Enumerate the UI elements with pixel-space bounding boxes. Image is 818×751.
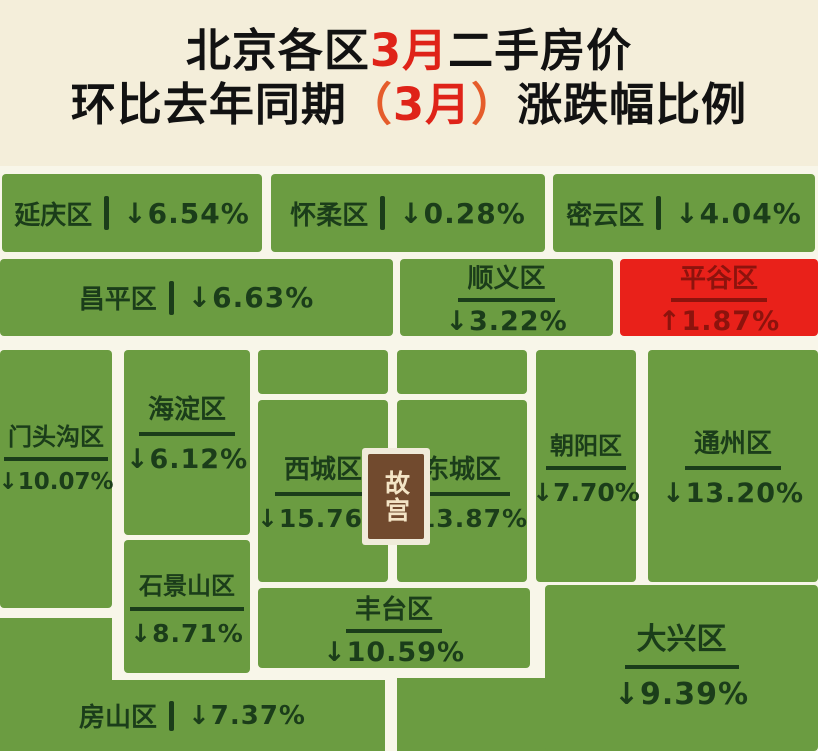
district-daxing-extension: [397, 678, 553, 751]
district-name: 石景山区: [130, 566, 244, 611]
district-name: 顺义区: [458, 258, 555, 302]
district-fengtai: 丰台区 ↓10.59%: [258, 588, 530, 668]
district-change: ↓6.12%: [125, 443, 249, 475]
forbidden-city-label: 故宫: [381, 469, 411, 524]
district-change: ↓7.37%: [188, 700, 306, 731]
district-name: 海淀区: [138, 389, 235, 436]
district-change: ↓3.22%: [445, 306, 568, 337]
district-pinggu: 平谷区 ↑1.87%: [620, 258, 818, 337]
district-change: ↑1.87%: [657, 306, 781, 337]
district-name: 密云区: [566, 200, 645, 231]
map-filler-northwest: [258, 350, 388, 394]
divider-bar: [104, 196, 110, 230]
district-change: ↓9.39%: [613, 677, 750, 712]
divider-bar: [380, 196, 386, 230]
district-change: ↓6.54%: [123, 196, 250, 230]
forbidden-city-inner: 故宫: [368, 454, 424, 539]
district-name: 平谷区: [670, 258, 767, 302]
district-name: 昌平区: [78, 285, 157, 315]
divider-bar: [656, 196, 662, 230]
district-changping: 昌平区 ↓6.63%: [0, 259, 393, 336]
district-name: 怀柔区: [290, 200, 369, 231]
district-name: 东城区: [413, 449, 510, 496]
district-change: ↓13.20%: [661, 478, 805, 509]
district-change: ↓6.63%: [187, 281, 315, 314]
title-accent-month-2: 3月: [392, 78, 472, 131]
district-shijingshan: 石景山区 ↓8.71%: [124, 540, 250, 673]
district-daxing: 大兴区 ↓9.39%: [545, 585, 818, 751]
title-line-1: 北京各区3月二手房价: [185, 24, 633, 77]
forbidden-city-marker: 故宫: [362, 448, 430, 545]
district-name: 延庆区: [14, 200, 93, 231]
district-shunyi: 顺义区 ↓3.22%: [400, 258, 613, 337]
district-change: ↓10.59%: [322, 636, 466, 668]
page-title: 北京各区3月二手房价 环比去年同期（3月）涨跌幅比例: [0, 24, 818, 132]
title-line-2: 环比去年同期（3月）涨跌幅比例: [70, 78, 748, 131]
district-haidian: 海淀区 ↓6.12%: [124, 350, 250, 535]
district-change: ↓0.28%: [399, 196, 526, 230]
district-yanqing: 延庆区 ↓6.54%: [2, 174, 262, 252]
district-name: 门头沟区: [4, 417, 108, 461]
district-name: 大兴区: [624, 614, 739, 669]
title-accent-month: 3月: [369, 24, 449, 77]
divider-bar: [169, 700, 174, 731]
district-mentougou: 门头沟区 ↓10.07%: [0, 350, 114, 608]
district-miyun: 密云区 ↓4.04%: [553, 174, 815, 252]
district-change: ↓7.70%: [532, 477, 640, 507]
district-name: 通州区: [684, 423, 781, 470]
map-filler-northeast: [397, 350, 527, 394]
district-change: ↓4.04%: [675, 196, 802, 230]
divider-bar: [168, 280, 174, 315]
district-change: ↓10.07%: [0, 469, 114, 495]
district-name: 朝阳区: [546, 426, 626, 470]
district-name: 西城区: [274, 449, 371, 496]
district-chaoyang: 朝阳区 ↓7.70%: [532, 350, 640, 582]
district-fangshan: 房山区 ↓7.37%: [0, 680, 385, 751]
district-name: 房山区: [78, 703, 157, 733]
district-change: ↓8.71%: [130, 618, 244, 648]
district-name: 丰台区: [345, 589, 442, 633]
district-tongzhou: 通州区 ↓13.20%: [648, 350, 818, 582]
district-huairou: 怀柔区 ↓0.28%: [271, 174, 545, 252]
